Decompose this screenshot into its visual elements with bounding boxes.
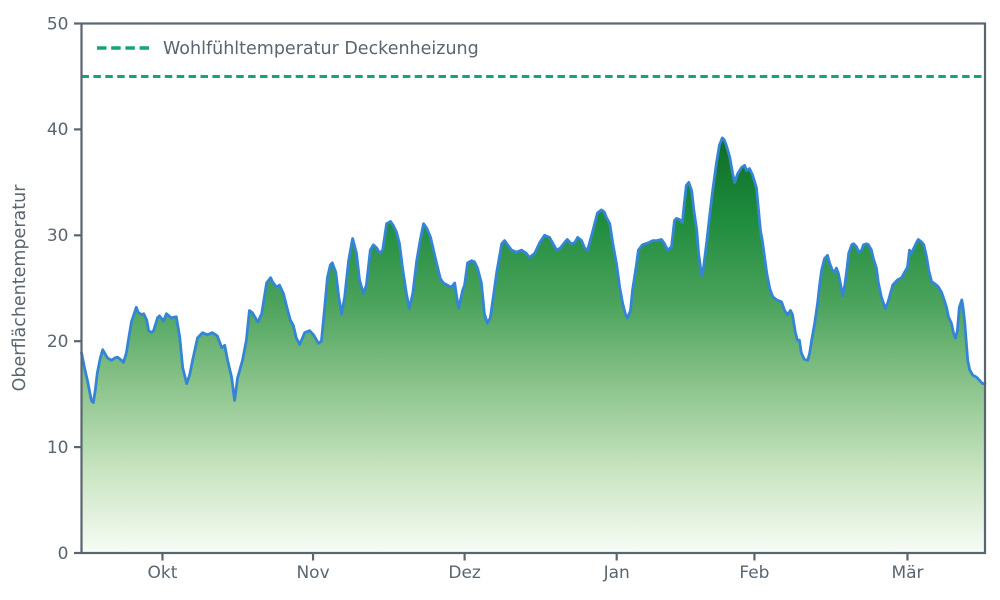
x-tick-label: Okt (148, 563, 178, 583)
x-tick-label: Mär (891, 563, 923, 583)
legend-label: Wohlfühltemperatur Deckenheizung (163, 39, 479, 59)
y-axis-label: Oberflächentemperatur (10, 184, 30, 392)
y-tick-label: 50 (47, 14, 69, 34)
x-tick-label: Dez (448, 563, 481, 583)
x-tick-label: Feb (739, 563, 769, 583)
y-tick-label: 30 (47, 226, 69, 246)
y-tick-label: 0 (58, 544, 69, 564)
plot-border (80, 22, 987, 555)
y-tick-label: 10 (47, 438, 69, 458)
temperature-area-fill (81, 137, 985, 553)
x-tick-label: Nov (296, 563, 329, 583)
y-tick-label: 40 (47, 120, 69, 140)
y-tick-label: 20 (47, 332, 69, 352)
x-tick-label: Jan (603, 563, 630, 583)
temperature-line (80, 136, 987, 404)
legend: Wohlfühltemperatur Deckenheizung (97, 39, 479, 59)
